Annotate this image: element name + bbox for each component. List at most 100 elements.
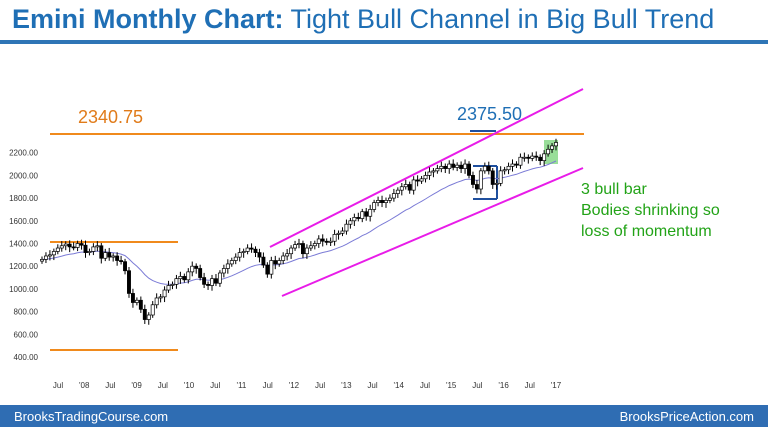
candle-body bbox=[387, 197, 392, 201]
candle-body bbox=[170, 284, 175, 286]
candle-body bbox=[115, 255, 120, 261]
price-label-2375: 2375.50 bbox=[457, 104, 523, 124]
candle-body bbox=[154, 297, 159, 306]
candle-body bbox=[506, 165, 511, 171]
y-tick-label: 2200.00 bbox=[9, 149, 38, 158]
candle-body bbox=[419, 178, 424, 182]
candle-body bbox=[142, 308, 147, 320]
candle-body bbox=[490, 170, 495, 185]
candle-body bbox=[186, 271, 191, 281]
candle-body bbox=[546, 148, 551, 155]
candle-body bbox=[47, 254, 52, 257]
y-tick-label: 1400.00 bbox=[9, 240, 38, 249]
candle-body bbox=[178, 276, 183, 280]
candle-body bbox=[320, 238, 325, 242]
candle-body bbox=[245, 247, 250, 252]
note-line-2: Bodies shrinking so bbox=[581, 202, 720, 219]
candle-body bbox=[348, 220, 353, 225]
candle-body bbox=[380, 200, 384, 203]
candle-body bbox=[340, 230, 345, 234]
candle-body bbox=[87, 251, 92, 253]
x-tick-label: '16 bbox=[498, 381, 509, 390]
candle-body bbox=[194, 265, 199, 269]
candle-body bbox=[534, 155, 539, 158]
candle-body bbox=[103, 252, 108, 259]
candle-body bbox=[407, 184, 412, 191]
y-axis: 400.00 600.00 800.00 1000.00 1200.00 1400.00 1… bbox=[9, 149, 38, 362]
x-tick-label: Jul bbox=[53, 381, 63, 390]
candle-body bbox=[554, 142, 558, 147]
candle-body bbox=[391, 193, 396, 199]
footer-site-left[interactable]: BrooksTradingCourse.com bbox=[14, 409, 169, 424]
x-axis: Jul '08 Jul '09 Jul '10 Jul '11 Jul '12 Jul '13 Jul '… bbox=[53, 381, 562, 390]
candle-body bbox=[273, 260, 278, 265]
candle-body bbox=[356, 217, 361, 219]
candle-body bbox=[447, 163, 452, 169]
candle-body bbox=[427, 171, 432, 176]
candle-body bbox=[277, 260, 282, 265]
candle-body bbox=[415, 179, 420, 182]
candle-body bbox=[360, 211, 365, 219]
candle-body bbox=[162, 289, 167, 298]
y-tick-label: 800.00 bbox=[14, 308, 39, 317]
candle-body bbox=[403, 184, 408, 188]
candle-body bbox=[59, 245, 64, 249]
candle-body bbox=[285, 253, 290, 257]
candle-body bbox=[269, 260, 274, 275]
candle-body bbox=[550, 145, 554, 150]
candle-body bbox=[190, 265, 195, 273]
candle-body bbox=[95, 245, 100, 248]
moving-average-line bbox=[41, 160, 557, 285]
candle-body bbox=[399, 186, 404, 191]
candle-body bbox=[451, 163, 456, 168]
chart-title-sub: Tight Bull Channel in Big Bull Trend bbox=[283, 4, 715, 34]
candle-body bbox=[486, 165, 491, 172]
candle-body bbox=[502, 169, 507, 172]
candle-body bbox=[202, 277, 207, 285]
candle-body bbox=[471, 175, 475, 185]
candle-body bbox=[301, 243, 305, 255]
candle-body bbox=[328, 240, 333, 243]
chart-title-main: Emini Monthly Chart: bbox=[12, 4, 284, 34]
candle-body bbox=[514, 163, 519, 166]
candle-body bbox=[344, 223, 349, 232]
candle-body bbox=[336, 232, 341, 235]
candle-body bbox=[233, 256, 238, 261]
candle-body bbox=[459, 164, 464, 169]
candle-body bbox=[293, 244, 297, 249]
y-tick-label: 2000.00 bbox=[9, 171, 38, 180]
candle-body bbox=[474, 184, 479, 190]
candle-body bbox=[119, 260, 124, 263]
candle-body bbox=[482, 165, 487, 172]
x-tick-label: Jul bbox=[158, 381, 168, 390]
candle-body bbox=[352, 217, 357, 222]
candle-body bbox=[174, 278, 179, 285]
y-tick-label: 400.00 bbox=[14, 353, 39, 362]
candle-body bbox=[538, 156, 543, 161]
x-tick-label: '10 bbox=[184, 381, 195, 390]
candle-body bbox=[123, 261, 127, 272]
candle-body bbox=[384, 200, 388, 203]
candle-body bbox=[435, 168, 440, 172]
title-bar: Emini Monthly Chart: Tight Bull Channel … bbox=[0, 0, 768, 40]
candle-body bbox=[99, 245, 104, 259]
footer-site-right[interactable]: BrooksPriceAction.com bbox=[619, 409, 754, 424]
candle-body bbox=[526, 156, 531, 159]
candle-body bbox=[411, 179, 416, 191]
candle-body bbox=[221, 268, 226, 274]
candle-body bbox=[498, 170, 503, 184]
candle-body bbox=[423, 175, 428, 180]
candle-body bbox=[467, 163, 471, 176]
candle-body bbox=[261, 256, 266, 266]
candle-body bbox=[146, 314, 151, 320]
candle-body bbox=[217, 272, 222, 284]
candle-body bbox=[225, 263, 230, 269]
candle-body bbox=[63, 243, 68, 247]
candle-body bbox=[91, 246, 96, 252]
price-label-2340: 2340.75 bbox=[78, 107, 144, 127]
candle-body bbox=[198, 268, 203, 278]
candle-body bbox=[324, 240, 329, 243]
candle-body bbox=[127, 270, 131, 294]
note-line-1: 3 bull bar bbox=[581, 181, 647, 198]
candle-body bbox=[316, 238, 321, 244]
